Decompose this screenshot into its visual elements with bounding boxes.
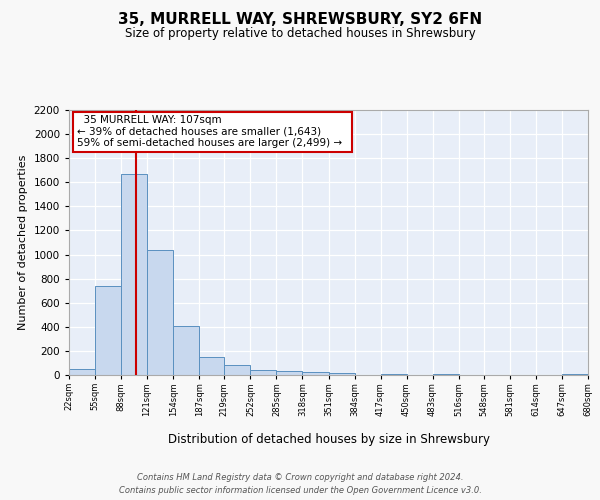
Text: Contains HM Land Registry data © Crown copyright and database right 2024.: Contains HM Land Registry data © Crown c… [137,472,463,482]
Bar [69,369,95,375]
Text: Distribution of detached houses by size in Shrewsbury: Distribution of detached houses by size … [168,432,490,446]
Bar [250,370,277,375]
Text: 35, MURRELL WAY, SHREWSBURY, SY2 6FN: 35, MURRELL WAY, SHREWSBURY, SY2 6FN [118,12,482,28]
Bar [147,250,173,375]
Bar [199,357,224,375]
Bar [433,374,458,375]
Text: Contains public sector information licensed under the Open Government Licence v3: Contains public sector information licen… [119,486,481,495]
Bar [329,372,355,375]
Bar [380,374,407,375]
Bar [562,374,588,375]
Y-axis label: Number of detached properties: Number of detached properties [18,155,28,330]
Bar [95,286,121,375]
Bar [302,372,329,375]
Bar [277,372,302,375]
Bar [173,326,199,375]
Bar [121,174,147,375]
Bar [224,366,250,375]
Text: 35 MURRELL WAY: 107sqm
← 39% of detached houses are smaller (1,643)
59% of semi-: 35 MURRELL WAY: 107sqm ← 39% of detached… [77,116,349,148]
Text: Size of property relative to detached houses in Shrewsbury: Size of property relative to detached ho… [125,28,475,40]
